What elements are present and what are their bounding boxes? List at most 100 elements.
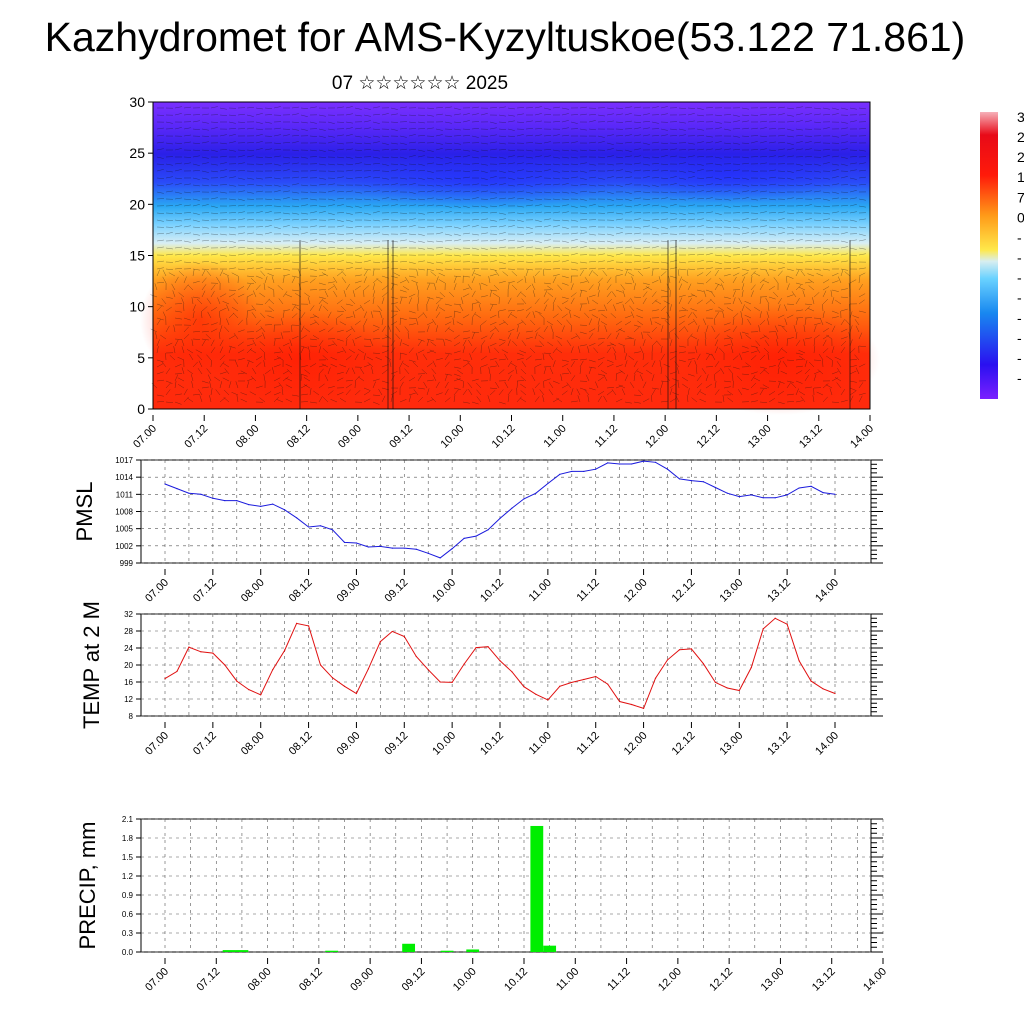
wind-barb <box>603 304 608 312</box>
wind-barb <box>372 162 380 165</box>
wind-barb <box>579 240 587 243</box>
wind-barb <box>408 323 416 326</box>
wind-barb <box>678 128 686 131</box>
wind-barb <box>309 401 317 404</box>
wind-barb <box>840 336 848 340</box>
wind-barb <box>453 226 461 229</box>
wind-barb <box>426 399 434 403</box>
wind-barb <box>795 120 803 123</box>
wind-barb <box>178 292 185 298</box>
wind-barb <box>324 374 329 382</box>
wind-barb <box>615 218 623 221</box>
wind-barb <box>543 135 551 137</box>
wind-barb <box>713 318 716 326</box>
wind-barb <box>633 283 636 291</box>
x-tick-label: 09.12 <box>382 730 410 758</box>
wind-barb <box>687 148 695 151</box>
wind-barb <box>300 176 308 179</box>
wind-barb <box>603 374 608 382</box>
wind-barb <box>309 233 317 235</box>
wind-barb <box>768 233 776 236</box>
wind-barb <box>237 341 244 347</box>
wind-barb <box>327 253 335 256</box>
wind-barb <box>498 163 506 165</box>
wind-barb <box>831 260 839 263</box>
wind-barb <box>336 247 344 250</box>
wind-barb <box>633 360 638 368</box>
data-point <box>164 678 166 680</box>
wind-barb <box>633 155 641 158</box>
wind-barb <box>222 272 230 277</box>
wind-barb <box>372 232 380 235</box>
wind-barb <box>633 374 636 382</box>
wind-barb <box>678 240 686 242</box>
wind-barb <box>777 240 785 243</box>
wind-barb <box>804 113 812 116</box>
wind-barb <box>777 148 785 151</box>
wind-barb <box>471 331 479 333</box>
wind-barb <box>561 313 568 319</box>
wind-barb <box>777 191 785 193</box>
wind-barb <box>543 254 551 256</box>
wind-barb <box>217 297 221 305</box>
wind-barb <box>453 254 461 257</box>
wind-barb <box>309 184 317 187</box>
wind-barb <box>696 128 704 131</box>
wind-barb <box>750 205 758 208</box>
wind-barb <box>381 177 389 180</box>
wind-barb <box>273 170 281 172</box>
wind-barb <box>285 384 293 389</box>
wind-barb <box>786 148 794 151</box>
wind-barb <box>278 347 284 354</box>
wind-barb <box>849 387 857 391</box>
wind-barb <box>300 128 308 131</box>
wind-barb <box>448 291 455 298</box>
data-point <box>284 509 286 511</box>
x-tick-label: 09.00 <box>335 730 363 758</box>
wind-barb <box>606 291 612 298</box>
wind-barb <box>198 360 203 368</box>
wind-barb <box>624 374 629 382</box>
wind-barb <box>408 134 416 137</box>
wind-barb <box>264 232 272 235</box>
wind-barb <box>849 247 857 250</box>
wind-barb <box>192 239 200 242</box>
wind-barb <box>804 190 812 193</box>
wind-barb <box>516 254 524 257</box>
wind-barb <box>534 128 542 130</box>
wind-barb <box>219 107 227 110</box>
wind-barb <box>291 336 299 340</box>
wind-barb <box>192 304 196 312</box>
wind-barb <box>219 155 227 158</box>
wind-barb <box>840 191 848 193</box>
wind-barb <box>453 163 461 165</box>
wind-barb <box>379 311 383 319</box>
wind-barb <box>820 318 824 326</box>
wind-barb <box>435 184 443 187</box>
wind-barb <box>426 204 434 207</box>
x-tick-label: 10.12 <box>502 966 530 994</box>
wind-barb <box>186 349 194 354</box>
wind-barb <box>453 121 461 123</box>
wind-barb <box>300 247 308 250</box>
wind-barb <box>588 294 596 298</box>
wind-barb <box>511 362 518 368</box>
wind-barb <box>858 332 863 340</box>
wind-barb <box>813 339 816 347</box>
wind-barb <box>741 253 749 256</box>
wind-barb <box>457 369 464 375</box>
wind-barb <box>309 191 317 193</box>
wind-barb <box>750 350 758 354</box>
wind-barb <box>336 142 344 145</box>
wind-barb <box>750 355 757 361</box>
wind-barb <box>633 394 641 396</box>
wind-barb <box>723 219 731 222</box>
wind-barb <box>192 212 200 215</box>
wind-barb <box>669 388 673 396</box>
wind-barb <box>703 290 707 298</box>
wind-barb <box>759 297 762 305</box>
wind-barb <box>822 198 830 201</box>
wind-barb <box>309 363 317 368</box>
wind-barb <box>363 163 371 166</box>
wind-barb <box>759 205 767 207</box>
